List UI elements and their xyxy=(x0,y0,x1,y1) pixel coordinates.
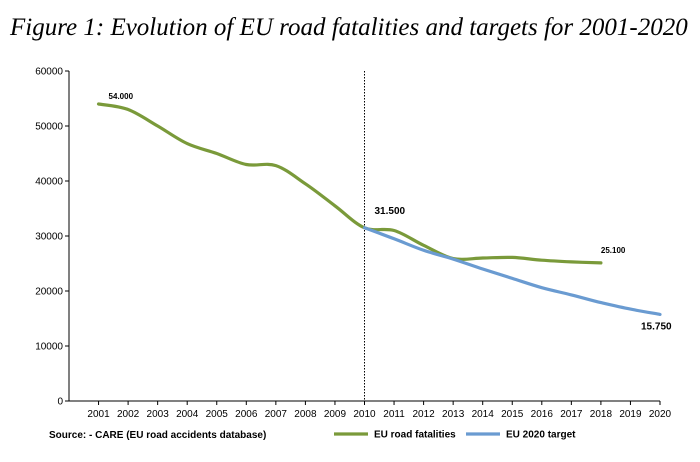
x-tick-label: 2018 xyxy=(590,409,613,420)
x-tick-label: 2011 xyxy=(383,409,405,420)
y-tick-label: 50000 xyxy=(35,122,63,133)
data-label: 15.750 xyxy=(641,321,672,332)
series-line-eu-2020-target xyxy=(362,226,662,316)
x-tick-label: 2001 xyxy=(87,409,110,420)
series-lines xyxy=(96,102,662,316)
x-tick-label: 2006 xyxy=(235,409,258,420)
y-tick-label: 20000 xyxy=(35,287,63,298)
data-label: 25.100 xyxy=(601,246,626,255)
y-tick-label: 30000 xyxy=(35,232,63,243)
x-tick-label: 2008 xyxy=(294,409,317,420)
x-tick-label: 2019 xyxy=(619,409,642,420)
x-tick-label: 2005 xyxy=(206,409,229,420)
x-tick-label: 2020 xyxy=(649,409,672,420)
x-tick-label: 2004 xyxy=(176,409,199,420)
x-tick-label: 2014 xyxy=(472,409,495,420)
x-tick-label: 2003 xyxy=(147,409,170,420)
x-tick-label: 2015 xyxy=(501,409,524,420)
x-tick-label: 2007 xyxy=(265,409,288,420)
y-tick-label: 0 xyxy=(57,397,63,408)
data-label: 54.000 xyxy=(109,92,134,101)
y-tick-label: 40000 xyxy=(35,177,63,188)
legend-label: EU 2020 target xyxy=(506,430,576,441)
x-tick-label: 2002 xyxy=(117,409,140,420)
series-line-eu-road-fatalities xyxy=(96,102,603,265)
data-labels: 54.000 31.500 25.100 15.750 xyxy=(109,92,672,332)
x-tick-label: 2010 xyxy=(353,409,376,420)
x-tick-label: 2012 xyxy=(412,409,435,420)
data-label: 31.500 xyxy=(375,206,406,217)
x-tick-label: 2016 xyxy=(531,409,554,420)
x-tick-label: 2009 xyxy=(324,409,347,420)
figure-title: Figure 1: Evolution of EU road fatalitie… xyxy=(10,14,688,41)
chart-legend: EU road fatalities EU 2020 target xyxy=(334,430,576,441)
x-tick-label: 2017 xyxy=(560,409,583,420)
y-tick-label: 10000 xyxy=(35,342,63,353)
chart-axes: 0 10000 20000 30000 40000 50000 60000 2001 2002 2… xyxy=(35,67,671,421)
y-tick-label: 60000 xyxy=(35,67,63,78)
x-tick-label: 2013 xyxy=(442,409,465,420)
source-note: Source: - CARE (EU road accidents databa… xyxy=(49,430,266,441)
legend-label: EU road fatalities xyxy=(374,430,456,441)
